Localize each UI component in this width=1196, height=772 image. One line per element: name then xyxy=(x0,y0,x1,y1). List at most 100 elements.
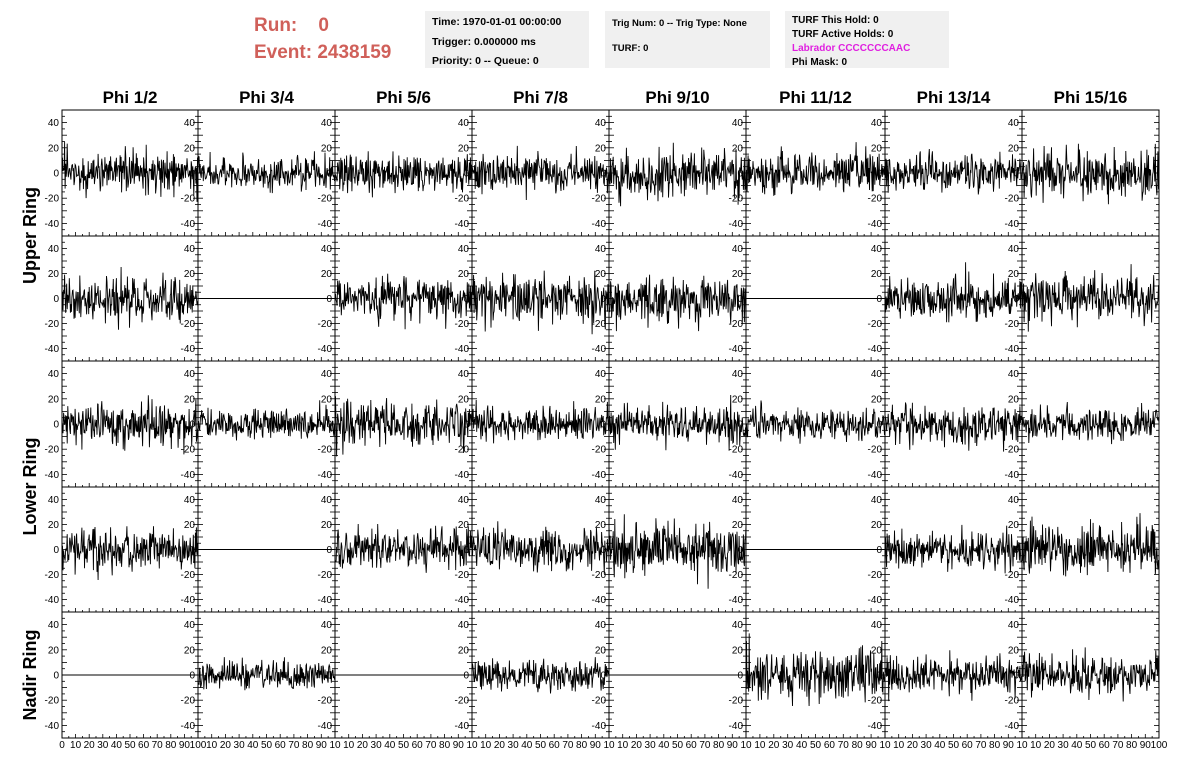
y-tick-label: -20 xyxy=(729,696,744,707)
y-tick-label: 0 xyxy=(737,169,743,180)
y-tick-label: 40 xyxy=(48,369,60,380)
x-tick-label: 90 xyxy=(453,740,465,751)
x-tick-label: 60 xyxy=(275,740,287,751)
x-tick-label: 10 xyxy=(1016,740,1028,751)
x-tick-label: 30 xyxy=(921,740,933,751)
column-title: Phi 13/14 xyxy=(917,88,991,107)
y-tick-label: 20 xyxy=(595,520,607,531)
waveform-trace xyxy=(884,262,1023,323)
x-tick-label: 70 xyxy=(1112,740,1124,751)
waveform-trace xyxy=(884,402,1023,452)
y-tick-label: -40 xyxy=(45,344,60,355)
y-tick-label: 0 xyxy=(600,420,606,431)
y-tick-label: 40 xyxy=(321,369,333,380)
x-tick-label: 90 xyxy=(179,740,191,751)
priority-text: Priority: 0 -- Queue: 0 xyxy=(432,55,539,67)
y-tick-label: 20 xyxy=(595,394,607,405)
y-tick-label: -40 xyxy=(592,219,607,230)
y-tick-label: 40 xyxy=(1008,620,1020,631)
waveform-trace xyxy=(61,141,199,202)
y-tick-label: 40 xyxy=(184,495,196,506)
y-tick-label: -40 xyxy=(318,595,333,606)
x-tick-label: 40 xyxy=(247,740,259,751)
y-tick-label: -40 xyxy=(181,344,196,355)
y-tick-label: 40 xyxy=(871,495,883,506)
y-tick-label: -40 xyxy=(1005,219,1020,230)
y-tick-label: -20 xyxy=(318,570,333,581)
y-tick-label: 40 xyxy=(732,369,744,380)
y-tick-label: -40 xyxy=(181,219,196,230)
y-tick-label: -40 xyxy=(181,721,196,732)
y-tick-label: 40 xyxy=(184,244,196,255)
x-tick-label: 20 xyxy=(220,740,232,751)
x-tick-label: 20 xyxy=(1044,740,1056,751)
y-tick-label: -40 xyxy=(318,470,333,481)
waveform-trace xyxy=(1021,647,1160,702)
y-tick-label: 20 xyxy=(48,394,60,405)
y-tick-label: 40 xyxy=(184,620,196,631)
x-tick-label: 30 xyxy=(97,740,109,751)
y-tick-label: 40 xyxy=(595,495,607,506)
x-tick-label: 30 xyxy=(371,740,383,751)
column-title: Phi 7/8 xyxy=(513,88,568,107)
x-tick-label: 30 xyxy=(508,740,520,751)
x-tick-label: 50 xyxy=(672,740,684,751)
waveform-trace xyxy=(334,151,473,198)
y-tick-label: -20 xyxy=(868,696,883,707)
y-tick-label: -20 xyxy=(181,570,196,581)
x-tick-label: 50 xyxy=(261,740,273,751)
y-tick-label: 0 xyxy=(189,169,195,180)
waveform-trace xyxy=(61,526,199,581)
y-tick-label: -40 xyxy=(181,595,196,606)
column-title: Phi 5/6 xyxy=(376,88,431,107)
column-title: Phi 3/4 xyxy=(239,88,294,107)
y-tick-label: -20 xyxy=(729,445,744,456)
y-tick-label: -40 xyxy=(455,721,470,732)
y-tick-label: 20 xyxy=(458,645,470,656)
y-tick-label: 20 xyxy=(184,143,196,154)
waveform-trace xyxy=(197,400,336,441)
y-tick-label: 20 xyxy=(48,645,60,656)
waveform-trace xyxy=(608,274,747,332)
x-tick-label: 90 xyxy=(727,740,739,751)
y-tick-label: -20 xyxy=(318,319,333,330)
y-tick-label: 0 xyxy=(876,545,882,556)
y-tick-label: -40 xyxy=(181,470,196,481)
run-label: Run: xyxy=(254,15,298,36)
y-tick-label: -40 xyxy=(868,595,883,606)
y-tick-label: 0 xyxy=(737,545,743,556)
x-tick-label: 60 xyxy=(412,740,424,751)
x-tick-label: 10 xyxy=(879,740,891,751)
trigger-text: Trigger: 0.000000 ms xyxy=(432,35,536,48)
y-tick-label: 20 xyxy=(595,143,607,154)
y-tick-label: -20 xyxy=(455,570,470,581)
x-tick-label: 20 xyxy=(907,740,919,751)
x-tick-label: 70 xyxy=(288,740,300,751)
y-tick-label: -20 xyxy=(868,319,883,330)
y-tick-label: 0 xyxy=(463,420,469,431)
y-tick-label: -20 xyxy=(1005,696,1020,707)
waveform-trace xyxy=(471,657,610,694)
y-tick-label: -40 xyxy=(729,344,744,355)
column-title: Phi 15/16 xyxy=(1054,88,1128,107)
x-tick-label: 60 xyxy=(686,740,698,751)
y-tick-label: 20 xyxy=(595,269,607,280)
y-tick-label: -20 xyxy=(1005,194,1020,205)
y-tick-label: 0 xyxy=(189,671,195,682)
run-event-label: Run: 0 Event: 2438159 xyxy=(254,12,391,66)
y-tick-label: -20 xyxy=(729,194,744,205)
y-tick-label: 40 xyxy=(732,244,744,255)
x-tick-label: 40 xyxy=(934,740,946,751)
y-tick-label: 40 xyxy=(1008,244,1020,255)
y-tick-label: -20 xyxy=(1005,445,1020,456)
y-tick-label: 20 xyxy=(321,269,333,280)
y-tick-label: 40 xyxy=(871,369,883,380)
y-tick-label: -40 xyxy=(1005,344,1020,355)
y-tick-label: 40 xyxy=(871,620,883,631)
waveform-trace xyxy=(884,148,1023,195)
y-tick-label: -20 xyxy=(45,570,60,581)
x-tick-label: 30 xyxy=(234,740,246,751)
y-tick-label: 0 xyxy=(876,671,882,682)
y-tick-label: 40 xyxy=(48,118,60,129)
phi-mask-text: Phi Mask: 0 xyxy=(792,57,848,68)
